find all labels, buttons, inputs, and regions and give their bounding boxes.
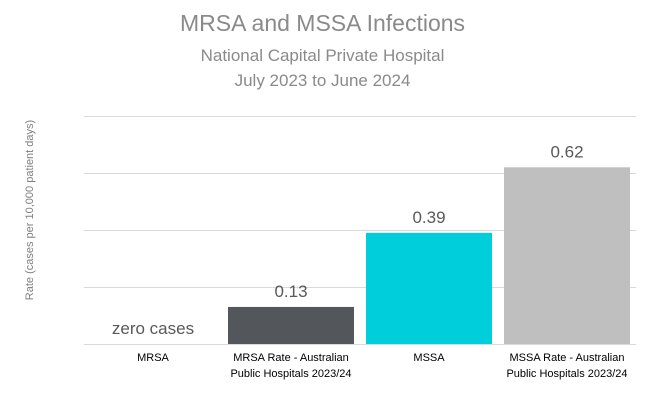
data-label-1: zero cases: [112, 319, 194, 338]
x-tick-label-line: Public Hospitals 2023/24: [230, 368, 351, 380]
x-tick-label-line: MRSA Rate - Australian: [233, 352, 349, 364]
x-tick-label-line: Public Hospitals 2023/24: [506, 368, 627, 380]
x-tick-label-line: MRSA: [137, 352, 169, 364]
x-tick-label-line: MSSA Rate - Australian: [510, 352, 625, 364]
x-tick-label-line: MSSA: [413, 352, 445, 364]
data-label-3: 0.39: [412, 208, 445, 227]
data-label-4: 0.62: [550, 142, 583, 161]
data-label-2: 0.13: [274, 282, 307, 301]
x-tick-label-3: MSSA: [413, 352, 445, 364]
chart-subtitle-line-1: National Capital Private Hospital: [200, 46, 445, 65]
x-tick-label-4: MSSA Rate - Australian Public Hospitals 2…: [506, 352, 627, 380]
bar-3: [366, 232, 492, 344]
bar-2: [228, 306, 354, 344]
chart-title: MRSA and MSSA Infections: [179, 10, 466, 36]
x-tick-label-2: MRSA Rate - Australian Public Hospitals 2…: [230, 352, 351, 380]
bar-4: [504, 167, 630, 344]
chart-subtitle-line-2: July 2023 to June 2024: [234, 71, 411, 90]
x-tick-label-1: MRSA: [137, 352, 169, 364]
